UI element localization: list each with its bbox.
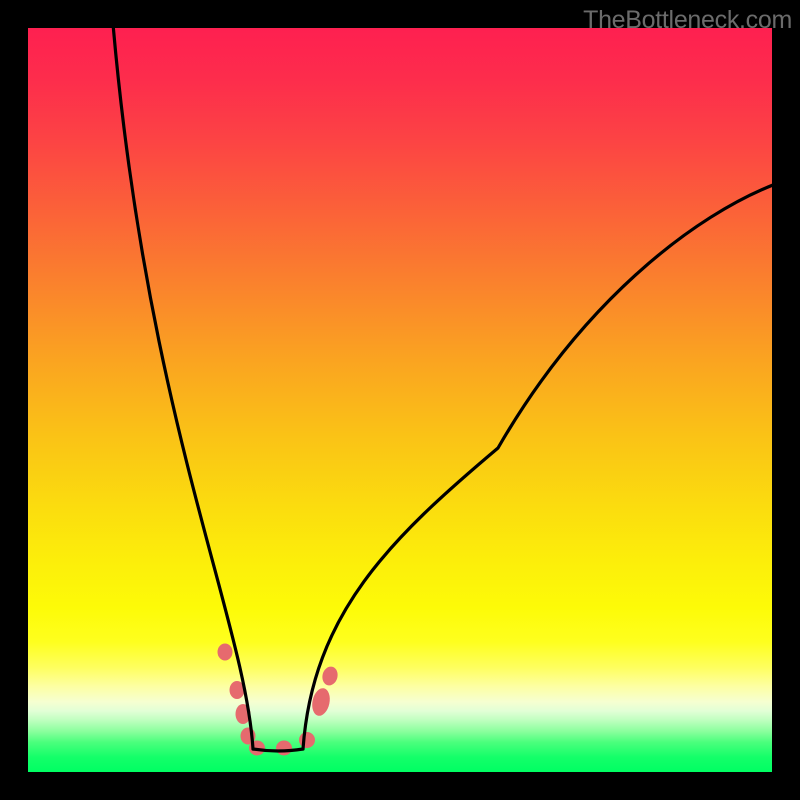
- curve-marker: [218, 644, 233, 661]
- curve-marker: [320, 665, 339, 687]
- curve-marker: [276, 741, 292, 756]
- curve-right-branch: [303, 183, 772, 749]
- curve-marker: [299, 732, 315, 748]
- watermark-text: TheBottleneck.com: [583, 6, 792, 35]
- plot-area: [28, 28, 772, 772]
- bottleneck-curve: [28, 28, 772, 772]
- curve-left-branch: [113, 28, 253, 749]
